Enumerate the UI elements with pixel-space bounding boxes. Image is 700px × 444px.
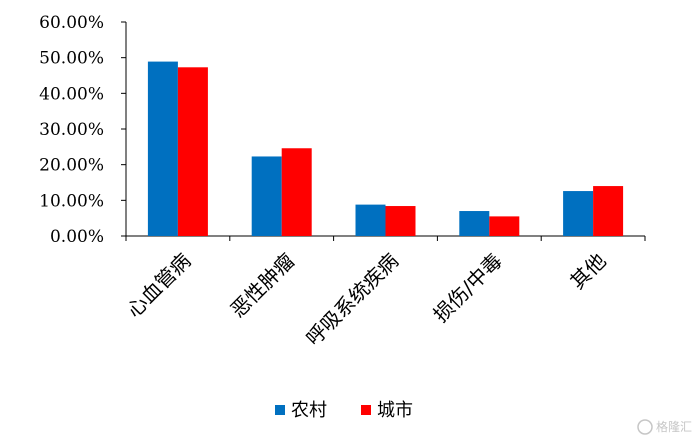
x-category-label: 损伤/中毒 — [429, 249, 507, 327]
y-tick-label: 50.00% — [39, 49, 104, 69]
bar-urban — [281, 148, 312, 236]
x-axis — [125, 235, 646, 241]
x-category-label: 恶性肿瘤 — [226, 249, 300, 323]
x-category-label: 呼吸系统疾病 — [301, 249, 403, 351]
bar-rural — [563, 191, 594, 236]
legend-swatch — [361, 405, 371, 415]
y-tick-label: 30.00% — [39, 120, 104, 140]
bar-rural — [251, 156, 282, 236]
bar-urban — [385, 206, 416, 236]
watermark: 格隆汇 — [637, 419, 692, 435]
bar-rural — [459, 211, 490, 236]
legend: 农村 城市 — [275, 400, 413, 421]
bar-urban — [177, 67, 208, 237]
x-category-label: 心血管病 — [122, 249, 196, 323]
bar-rural — [147, 61, 178, 237]
x-category-label: 其他 — [565, 249, 610, 294]
bar-rural — [355, 204, 386, 236]
bar-urban — [489, 216, 520, 236]
watermark-text: 格隆汇 — [656, 419, 692, 434]
y-axis: 0.00% 10.00% 20.00% 30.00% 40.00% 50.00% 60.00… — [39, 13, 127, 247]
y-tick-label: 20.00% — [39, 156, 104, 176]
legend-swatch — [275, 405, 285, 415]
y-tick-label: 0.00% — [50, 227, 104, 247]
logo-icon — [637, 419, 653, 435]
y-tick-label: 10.00% — [39, 191, 104, 211]
bars — [147, 61, 624, 237]
category-labels: 心血管病 恶性肿瘤 呼吸系统疾病 损伤/中毒 其他 — [122, 249, 611, 351]
legend-label: 农村 — [291, 400, 327, 421]
legend-label: 城市 — [377, 400, 413, 421]
bar-urban — [593, 186, 624, 236]
y-tick-label: 60.00% — [39, 13, 104, 33]
y-tick-label: 40.00% — [39, 84, 104, 104]
